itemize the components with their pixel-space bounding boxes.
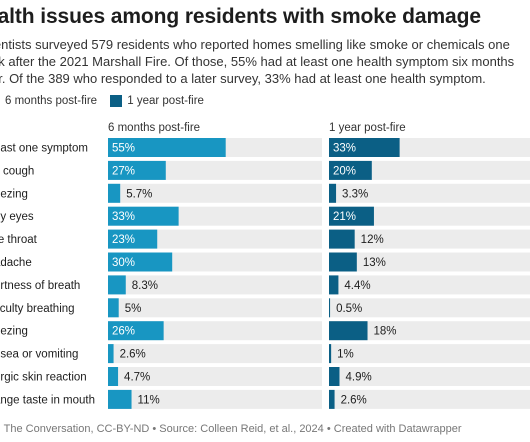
data-label-6-months: 27% bbox=[112, 165, 135, 177]
data-label-1-year: 4.9% bbox=[345, 372, 371, 384]
row-label: hy eyes bbox=[0, 211, 34, 223]
bar-1-year bbox=[329, 298, 331, 318]
bar-1-year bbox=[329, 275, 339, 295]
bar-track-1-year bbox=[329, 206, 530, 226]
bar-track-1-year bbox=[329, 252, 530, 272]
data-label-6-months: 2.6% bbox=[120, 349, 146, 361]
data-label-6-months: 33% bbox=[112, 211, 135, 223]
data-label-6-months: 4.7% bbox=[124, 372, 150, 384]
bar-6-months bbox=[108, 138, 226, 157]
bar-6-months bbox=[108, 252, 173, 272]
bar-6-months bbox=[108, 389, 132, 409]
bar-1-year bbox=[329, 183, 337, 203]
data-label-1-year: 33% bbox=[333, 143, 356, 155]
chart-footer: rt: The Conversation, CC-BY-ND • Source:… bbox=[0, 423, 462, 435]
bar-track-6-months bbox=[108, 229, 322, 249]
bar-track-1-year bbox=[329, 183, 530, 203]
bar-6-months bbox=[108, 298, 119, 318]
bar-track-1-year bbox=[329, 367, 530, 386]
bar-6-months bbox=[108, 275, 126, 295]
bar-6-months bbox=[108, 321, 164, 341]
data-label-1-year: 20% bbox=[333, 165, 356, 177]
bar-1-year bbox=[329, 321, 368, 341]
bar-1-year bbox=[329, 229, 355, 249]
data-label-1-year: 21% bbox=[333, 211, 356, 223]
data-label-6-months: 26% bbox=[112, 326, 135, 338]
bar-track-6-months bbox=[108, 275, 322, 295]
row-label: ange taste in mouth bbox=[0, 394, 95, 406]
bar-track-1-year bbox=[329, 389, 530, 409]
bar-1-year bbox=[329, 206, 374, 226]
panel-title-1-year: 1 year post-fire bbox=[329, 122, 406, 134]
bar-track-6-months bbox=[108, 298, 322, 318]
bar-6-months bbox=[108, 183, 121, 203]
data-label-1-year: 2.6% bbox=[341, 394, 367, 406]
legend-item-1-year: 1 year post-fire bbox=[110, 95, 204, 107]
data-label-1-year: 1% bbox=[337, 349, 354, 361]
chart-title: ealth issues among residents with smoke … bbox=[0, 5, 481, 28]
row-label: eezing bbox=[0, 326, 28, 338]
panel-title-6-months: 6 months post-fire bbox=[108, 122, 201, 134]
row-label: adache bbox=[0, 257, 32, 269]
bar-6-months bbox=[108, 160, 166, 180]
legend: 6 months post-fire 1 year post-fire bbox=[0, 95, 214, 110]
bar-1-year bbox=[329, 367, 340, 386]
row-label: ortness of breath bbox=[0, 280, 80, 292]
data-label-6-months: 5% bbox=[125, 303, 142, 315]
data-label-1-year: 18% bbox=[374, 326, 397, 338]
bar-1-year bbox=[329, 160, 372, 180]
bar-6-months bbox=[108, 206, 179, 226]
legend-item-6-months: 6 months post-fire bbox=[0, 95, 97, 107]
row-label: east one symptom bbox=[0, 143, 88, 155]
bar-6-months bbox=[108, 229, 158, 249]
bar-track-1-year bbox=[329, 160, 530, 180]
bar-6-months bbox=[108, 367, 119, 386]
data-label-6-months: 30% bbox=[112, 257, 135, 269]
legend-label-6-months: 6 months post-fire bbox=[5, 95, 98, 107]
row-label: y cough bbox=[0, 165, 34, 177]
data-label-6-months: 5.7% bbox=[126, 188, 152, 200]
row-label: ficulty breathing bbox=[0, 303, 75, 315]
bar-1-year bbox=[329, 344, 332, 364]
chart-subtitle: ientists surveyed 579 residents who repo… bbox=[0, 37, 515, 86]
data-label-1-year: 3.3% bbox=[342, 188, 368, 200]
data-label-6-months: 23% bbox=[112, 234, 135, 246]
bar-track-1-year bbox=[329, 298, 530, 318]
bar-track-1-year bbox=[329, 321, 530, 341]
data-label-1-year: 0.5% bbox=[336, 303, 362, 315]
bar-track-1-year bbox=[329, 275, 530, 295]
data-label-1-year: 13% bbox=[363, 257, 386, 269]
data-label-6-months: 55% bbox=[112, 143, 135, 155]
bar-track-6-months bbox=[108, 367, 322, 386]
bar-1-year bbox=[329, 138, 400, 157]
legend-swatch-1-year bbox=[110, 95, 123, 107]
row-label: eezing bbox=[0, 188, 28, 200]
bar-track-1-year bbox=[329, 229, 530, 249]
row-label: re throat bbox=[0, 234, 38, 246]
data-label-6-months: 8.3% bbox=[132, 280, 158, 292]
legend-label-1-year: 1 year post-fire bbox=[127, 95, 204, 107]
row-label: usea or vomiting bbox=[0, 349, 78, 361]
bar-6-months bbox=[108, 344, 114, 364]
row-label: ergic skin reaction bbox=[0, 372, 87, 384]
bar-track-1-year bbox=[329, 344, 530, 364]
data-label-1-year: 4.4% bbox=[344, 280, 370, 292]
data-label-6-months: 11% bbox=[138, 394, 160, 406]
bar-track-6-months bbox=[108, 389, 322, 409]
bar-1-year bbox=[329, 389, 335, 409]
bar-1-year bbox=[329, 252, 357, 272]
bar-track-6-months bbox=[108, 183, 322, 203]
bar-track-6-months bbox=[108, 344, 322, 364]
data-label-1-year: 12% bbox=[361, 234, 384, 246]
